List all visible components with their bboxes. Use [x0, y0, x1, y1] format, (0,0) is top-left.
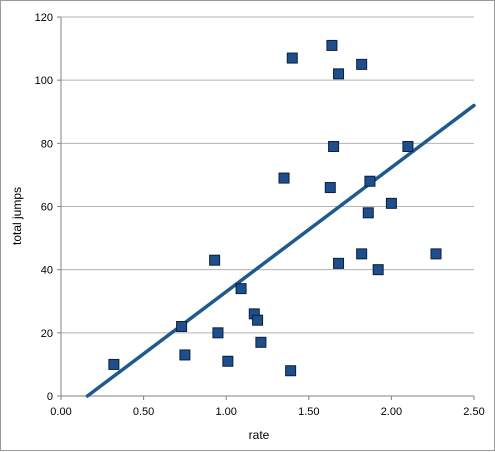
- data-point: [209, 254, 221, 266]
- data-point: [328, 140, 340, 152]
- y-tick-label: 0: [47, 391, 53, 403]
- x-tick-label: 2.50: [463, 406, 484, 418]
- x-tick-label: 0.50: [133, 406, 154, 418]
- x-tick-labels: 0.00 0.50 1.00 1.50 2.00 2.50: [50, 406, 484, 418]
- x-axis-label: rate: [249, 428, 270, 442]
- data-point: [235, 283, 247, 295]
- y-tick-label: 100: [35, 75, 53, 87]
- data-point: [252, 314, 264, 326]
- data-point: [176, 321, 188, 333]
- data-point: [324, 182, 336, 194]
- trendline-group: [85, 103, 476, 398]
- data-point: [179, 349, 191, 361]
- data-point: [333, 257, 345, 269]
- data-point: [286, 52, 298, 64]
- x-tick-label: 1.00: [215, 406, 236, 418]
- y-tick-label: 120: [35, 12, 53, 24]
- y-tick-label: 20: [41, 328, 53, 340]
- data-point: [108, 358, 120, 370]
- x-tick-label: 1.50: [298, 406, 319, 418]
- data-point: [362, 207, 374, 219]
- data-point: [255, 336, 267, 348]
- data-point: [333, 68, 345, 80]
- data-point: [402, 140, 414, 152]
- data-points: [108, 39, 442, 377]
- data-point: [278, 172, 290, 184]
- x-tick-label: 2.00: [381, 406, 402, 418]
- y-tick-label: 40: [41, 265, 53, 277]
- data-point: [212, 327, 224, 339]
- data-point: [385, 197, 397, 209]
- y-axis-label: total jumps: [10, 187, 24, 245]
- gridlines: [61, 16, 474, 334]
- y-tick-labels: 0 20 40 60 80 100 120: [35, 12, 53, 403]
- data-point: [222, 355, 234, 367]
- data-point: [356, 58, 368, 70]
- y-tick-label: 60: [41, 202, 53, 214]
- trendline: [85, 103, 476, 398]
- data-point: [372, 264, 384, 276]
- y-tick-label: 80: [41, 138, 53, 150]
- axes: [57, 16, 475, 400]
- data-point: [430, 248, 442, 260]
- data-point: [356, 248, 368, 260]
- data-point: [326, 39, 338, 51]
- data-point: [285, 365, 297, 377]
- data-point: [364, 175, 376, 187]
- x-tick-label: 0.00: [50, 406, 71, 418]
